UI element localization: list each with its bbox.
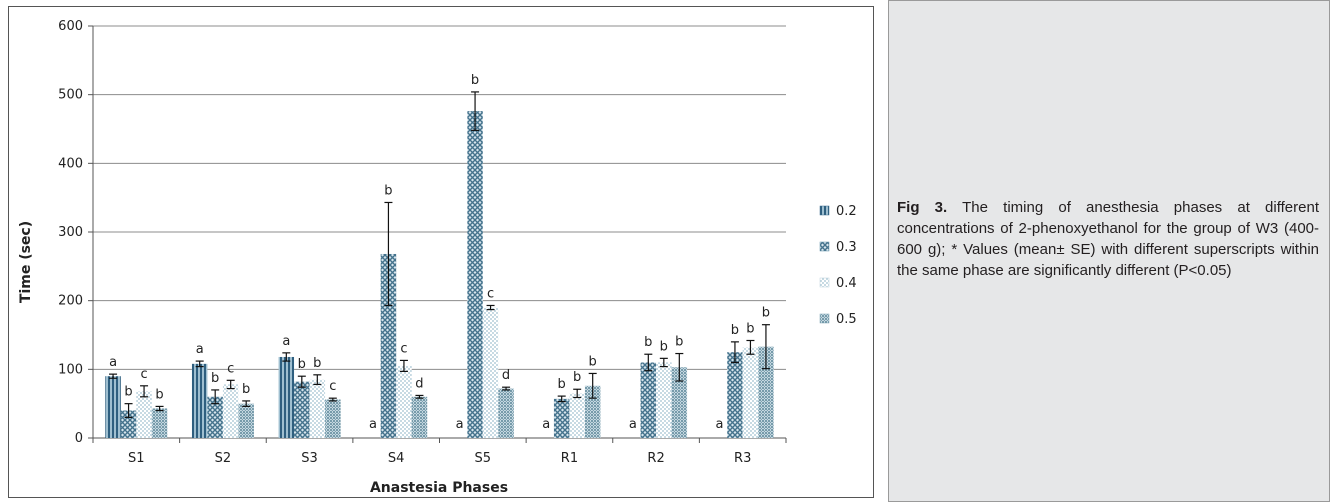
bar bbox=[467, 111, 483, 438]
significance-letter: a bbox=[196, 342, 204, 357]
bar bbox=[105, 376, 121, 438]
caption-panel: Fig 3. The timing of anesthesia phases a… bbox=[888, 0, 1330, 502]
significance-letter: b bbox=[660, 339, 668, 354]
x-tick-label: R3 bbox=[734, 451, 751, 466]
bar bbox=[325, 399, 341, 438]
significance-letter: b bbox=[298, 357, 306, 372]
figure-label: Fig 3. bbox=[897, 199, 948, 216]
y-axis-label: Time (sec) bbox=[18, 221, 34, 303]
error-bars bbox=[109, 91, 770, 418]
legend-swatch bbox=[819, 313, 830, 324]
bar bbox=[396, 365, 412, 438]
bar bbox=[238, 403, 254, 438]
y-tick-label: 100 bbox=[58, 362, 83, 377]
bar bbox=[482, 307, 499, 438]
y-tick-label: 500 bbox=[58, 88, 83, 103]
bar bbox=[671, 367, 688, 438]
x-tick-label: R1 bbox=[561, 451, 578, 466]
y-tick-label: 200 bbox=[58, 294, 83, 309]
bar bbox=[380, 253, 397, 438]
significance-letter: a bbox=[542, 417, 550, 432]
significance-letter: c bbox=[329, 379, 336, 394]
gridlines bbox=[93, 25, 786, 370]
y-tick-label: 300 bbox=[58, 225, 83, 240]
significance-letter: c bbox=[140, 367, 147, 382]
legend-label: 0.2 bbox=[836, 204, 857, 219]
significance-letter: b bbox=[644, 335, 652, 350]
bar bbox=[151, 408, 168, 438]
legend-label: 0.5 bbox=[836, 312, 857, 327]
legend-swatch bbox=[819, 205, 830, 216]
x-tick-label: R2 bbox=[647, 451, 664, 466]
bar bbox=[498, 388, 514, 438]
x-tick-label: S1 bbox=[128, 451, 145, 466]
significance-letter: b bbox=[211, 371, 219, 386]
bar bbox=[584, 385, 601, 438]
significance-letter: b bbox=[762, 306, 770, 321]
caption-text: The timing of anesthesia phases at diffe… bbox=[897, 199, 1319, 279]
bar bbox=[278, 356, 295, 438]
significance-letter: b bbox=[313, 356, 321, 371]
y-tick-label: 0 bbox=[75, 431, 83, 446]
bar bbox=[309, 379, 326, 438]
bar bbox=[411, 396, 428, 438]
bar bbox=[222, 384, 239, 438]
significance-letter: a bbox=[715, 417, 723, 432]
significance-letter: a bbox=[282, 334, 290, 349]
significance-letter: b bbox=[155, 387, 163, 402]
legend-swatch bbox=[819, 277, 830, 288]
significance-letter: d bbox=[502, 368, 510, 383]
significance-letter: d bbox=[415, 376, 423, 391]
legend-label: 0.4 bbox=[836, 276, 857, 291]
bar bbox=[742, 347, 759, 438]
significance-letter: b bbox=[573, 370, 581, 385]
figure-caption: Fig 3. The timing of anesthesia phases a… bbox=[897, 197, 1319, 281]
significance-letter: b bbox=[746, 321, 754, 336]
x-axis-label: Anastesia Phases bbox=[370, 480, 508, 496]
significance-letter: a bbox=[629, 417, 637, 432]
legend: 0.2 0.3 0.4 0.5 bbox=[819, 204, 857, 327]
x-tick-label: S2 bbox=[215, 451, 232, 466]
bar bbox=[727, 352, 743, 438]
bar bbox=[553, 398, 570, 438]
significance-letter: b bbox=[675, 335, 683, 350]
significance-letter: a bbox=[456, 417, 464, 432]
bar bbox=[640, 362, 657, 438]
significance-letter: c bbox=[400, 341, 407, 356]
bar bbox=[294, 381, 310, 438]
significance-letter: b bbox=[242, 382, 250, 397]
legend-swatch bbox=[819, 241, 830, 252]
x-tick-label: S3 bbox=[301, 451, 318, 466]
significance-letter: b bbox=[124, 385, 132, 400]
bar bbox=[191, 363, 208, 438]
significance-letter: a bbox=[369, 417, 377, 432]
significance-letter: b bbox=[471, 73, 479, 88]
x-tick-label: S5 bbox=[475, 451, 492, 466]
significance-letter: c bbox=[487, 286, 494, 301]
bar bbox=[656, 362, 672, 438]
significance-letter: c bbox=[227, 361, 234, 376]
y-tick-label: 600 bbox=[58, 19, 83, 34]
significance-letter: a bbox=[109, 355, 117, 370]
x-tick-label: S4 bbox=[388, 451, 405, 466]
bar bbox=[207, 396, 223, 438]
bar bbox=[758, 346, 774, 438]
legend-label: 0.3 bbox=[836, 240, 857, 255]
significance-letter: b bbox=[558, 377, 566, 392]
bar bbox=[569, 393, 585, 438]
bars bbox=[105, 111, 774, 438]
significance-letter: b bbox=[589, 354, 597, 369]
significance-letter: b bbox=[384, 183, 392, 198]
significance-letter: b bbox=[731, 323, 739, 338]
bar bbox=[136, 391, 152, 438]
y-tick-label: 400 bbox=[58, 156, 83, 171]
